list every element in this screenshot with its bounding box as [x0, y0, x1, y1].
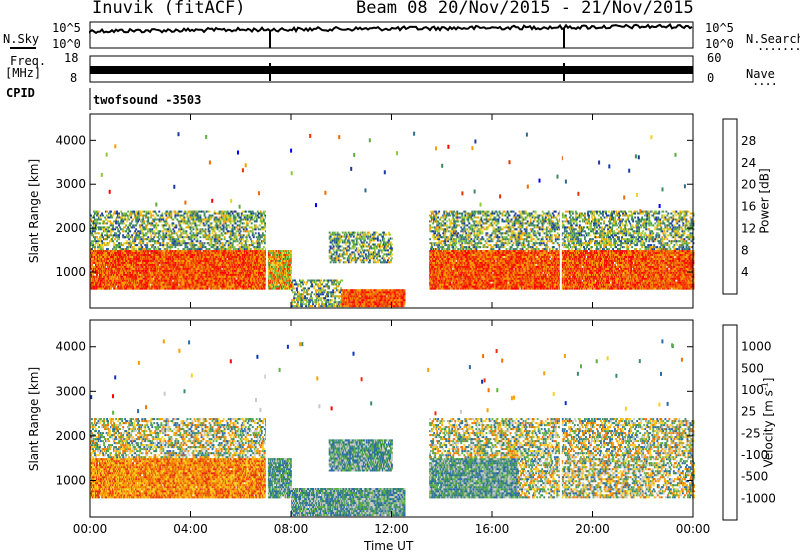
range-gate-cell — [102, 278, 104, 280]
freq-gap-2 — [563, 63, 565, 81]
range-gate-cell — [130, 256, 132, 258]
range-gate-cell — [105, 278, 107, 280]
range-gate-cell — [124, 252, 126, 254]
range-gate-cell — [139, 260, 141, 262]
range-gate-cell — [138, 266, 140, 268]
range-gate-cell — [135, 250, 137, 252]
range-gate-cell — [104, 252, 106, 254]
range-gate-cell — [140, 278, 142, 280]
range-gate-cell — [96, 262, 98, 264]
range-gate-cell — [105, 268, 107, 270]
range-gate-cell — [123, 280, 125, 282]
range-gate-cell — [134, 266, 136, 268]
range-gate-cell — [103, 268, 105, 270]
range-gate-cell — [111, 286, 113, 288]
range-gate-cell — [140, 254, 142, 256]
range-gate-cell — [122, 284, 124, 286]
range-gate-cell — [91, 264, 93, 266]
range-gate-cell — [96, 286, 98, 288]
range-gate-cell — [91, 260, 93, 262]
range-gate-cell — [126, 268, 128, 270]
range-gate-cell — [103, 282, 105, 284]
range-gate-cell — [127, 254, 129, 256]
range-gate-cell — [115, 276, 117, 278]
range-gate-cell — [127, 264, 129, 266]
freq-band — [90, 66, 693, 74]
range-gate-cell — [111, 256, 113, 258]
nsky-panel — [90, 22, 693, 48]
range-gate-cell — [115, 278, 117, 280]
range-gate-cell — [114, 286, 116, 288]
range-gate-cell — [104, 266, 106, 268]
range-gate-cell — [109, 278, 111, 280]
nsky-gap-1 — [269, 31, 271, 48]
range-gate-cell — [138, 262, 140, 264]
range-gate-cell — [105, 250, 107, 252]
range-gate-cell — [96, 264, 98, 266]
range-gate-cell — [132, 286, 134, 288]
range-gate-cell — [112, 268, 114, 270]
range-gate-cell — [136, 280, 138, 282]
range-gate-cell — [127, 266, 129, 268]
range-gate-cell — [105, 286, 107, 288]
range-gate-cell — [141, 252, 143, 254]
nsky-gap-2 — [563, 28, 565, 48]
range-gate-cell — [128, 278, 130, 280]
range-gate-cell — [129, 272, 131, 274]
range-gate-cell — [126, 280, 128, 282]
power-panel: 1000200030004000 282420161284 — [55, 114, 756, 308]
range-gate-cell — [133, 256, 135, 258]
range-gate-cell — [107, 282, 109, 284]
freq-panel — [90, 56, 693, 82]
range-gate-cell — [110, 288, 112, 290]
range-gate-cell — [137, 250, 139, 252]
range-gate-cell — [107, 258, 109, 260]
range-gate-cell — [96, 274, 98, 276]
range-gate-cell — [115, 268, 117, 270]
range-gate-cell — [123, 272, 125, 274]
range-gate-cell — [125, 264, 127, 266]
range-gate-cell — [108, 270, 110, 272]
range-gate-cell — [136, 284, 138, 286]
range-gate-cell — [109, 282, 111, 284]
range-gate-cell — [97, 284, 99, 286]
range-gate-cell — [112, 262, 114, 264]
range-gate-cell — [100, 276, 102, 278]
range-gate-cell — [98, 268, 100, 270]
range-gate-cell — [92, 274, 94, 276]
range-gate-cell — [131, 268, 133, 270]
range-gate-cell — [114, 262, 116, 264]
range-gate-cell — [96, 266, 98, 268]
nsky-trace — [90, 25, 692, 33]
freq-gap-1 — [269, 63, 271, 81]
range-gate-cell — [136, 272, 138, 274]
range-gate-cell — [92, 266, 94, 268]
radar-plot: 1000200030004000 282420161284 10002000300… — [0, 0, 800, 554]
range-gate-cell — [107, 286, 109, 288]
range-gate-cell — [140, 250, 142, 252]
range-gate-cell — [116, 280, 118, 282]
range-gate-cell — [141, 280, 143, 282]
range-gate-cell — [98, 252, 100, 254]
range-gate-cell — [138, 274, 140, 276]
